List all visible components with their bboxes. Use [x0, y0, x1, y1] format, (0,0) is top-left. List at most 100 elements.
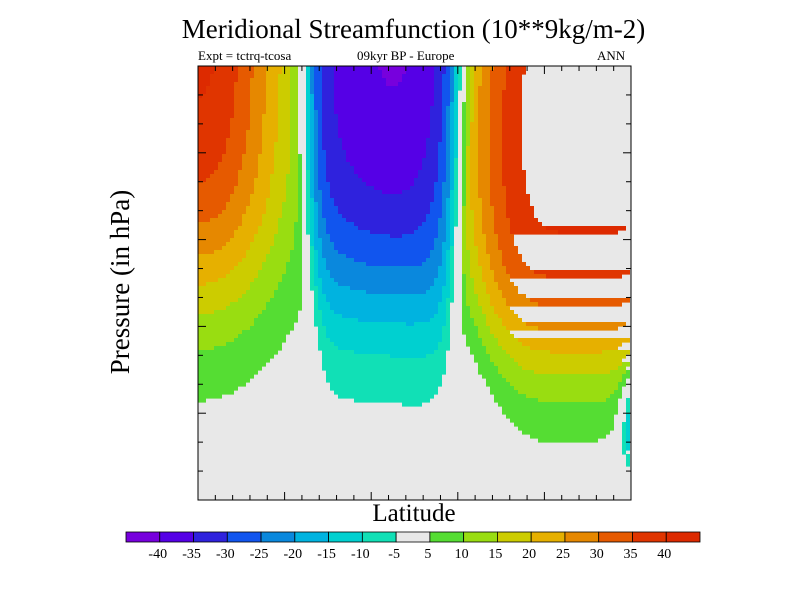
contour-cell: [266, 82, 278, 87]
colorbar-tick-label: 40: [657, 547, 671, 562]
contour-cell: [198, 206, 226, 211]
contour-cell: [450, 74, 454, 79]
contour-cell: [430, 286, 442, 291]
contour-cell: [490, 74, 506, 79]
contour-cell: [262, 214, 282, 219]
contour-cell: [446, 162, 450, 167]
contour-cell: [466, 286, 474, 291]
contour-cell: [470, 162, 478, 167]
contour-cell: [402, 78, 434, 83]
contour-cell: [198, 254, 246, 259]
contour-cell: [278, 118, 290, 123]
contour-cell: [446, 142, 450, 147]
contour-cell: [498, 402, 618, 407]
contour-cell: [434, 94, 442, 99]
contour-cell: [434, 194, 442, 199]
contour-cell: [298, 214, 302, 219]
contour-cell: [254, 190, 270, 195]
contour-cell: [506, 298, 530, 303]
contour-cell: [386, 82, 398, 87]
contour-cell: [262, 138, 278, 143]
contour-cell: [306, 170, 310, 175]
contour-cell: [214, 346, 282, 351]
contour-cell: [342, 314, 434, 319]
contour-cell: [446, 170, 450, 175]
contour-cell: [526, 394, 610, 399]
contour-cell: [454, 86, 458, 91]
contour-cell: [478, 302, 490, 307]
contour-cell: [626, 430, 630, 435]
contour-cell: [462, 218, 466, 223]
contour-cell: [342, 146, 426, 151]
contour-cell: [290, 158, 298, 163]
contour-cell: [290, 122, 298, 127]
contour-cell: [314, 118, 318, 123]
contour-cell: [482, 274, 494, 279]
contour-cell: [254, 182, 270, 187]
contour-cell: [434, 278, 446, 283]
contour-cell: [366, 262, 422, 267]
contour-cell: [250, 98, 266, 103]
contour-cell: [230, 302, 266, 307]
contour-cell: [490, 134, 502, 139]
contour-cell: [318, 330, 326, 335]
contour-cell: [482, 226, 494, 231]
contour-cell: [198, 158, 222, 163]
contour-cell: [198, 306, 226, 311]
contour-cell: [266, 70, 282, 75]
contour-cell: [514, 386, 618, 391]
contour-cell: [490, 126, 502, 131]
contour-cell: [438, 142, 446, 147]
contour-cell: [610, 370, 626, 375]
contour-cell: [310, 226, 314, 231]
contour-cell: [446, 110, 450, 115]
contour-cell: [470, 182, 478, 187]
contour-cell: [230, 126, 250, 131]
contour-cell: [466, 190, 470, 195]
contour-cell: [314, 182, 318, 187]
contour-cell: [474, 226, 482, 231]
contour-cell: [482, 210, 494, 215]
contour-cell: [462, 230, 466, 235]
contour-cell: [362, 178, 414, 183]
contour-cell: [326, 326, 442, 331]
contour-cell: [334, 82, 386, 87]
contour-cell: [470, 190, 478, 195]
contour-cell: [390, 354, 426, 359]
contour-cell: [462, 282, 466, 287]
contour-cell: [270, 182, 286, 187]
contour-cell: [450, 218, 454, 223]
contour-cell: [502, 174, 526, 179]
contour-cell: [198, 326, 250, 331]
contour-cell: [466, 134, 470, 139]
contour-cell: [622, 442, 626, 447]
contour-cell: [254, 234, 274, 239]
contour-cell: [434, 198, 442, 203]
contour-cell: [498, 338, 518, 343]
contour-cell: [314, 78, 322, 83]
contour-cell: [506, 210, 534, 215]
contour-cell: [626, 402, 630, 407]
contour-cell: [206, 90, 234, 95]
contour-cell: [306, 226, 310, 231]
plot-frame: [197, 65, 632, 501]
contour-cell: [198, 362, 266, 367]
contour-cell: [258, 166, 274, 171]
contour-cell: [482, 310, 494, 315]
contour-cell: [218, 214, 242, 219]
contour-cell: [450, 246, 454, 251]
contour-cell: [442, 250, 446, 255]
contour-cell: [298, 202, 302, 207]
contour-cell: [446, 214, 450, 219]
contour-cell: [318, 162, 326, 167]
contour-cell: [306, 174, 310, 179]
contour-cell: [494, 278, 510, 283]
colorbar-tick-label: -20: [283, 547, 302, 562]
contour-cell: [310, 194, 314, 199]
colorbar-box: [294, 531, 329, 543]
contour-cell: [322, 250, 338, 255]
contour-cell: [454, 122, 458, 127]
contour-cell: [466, 82, 470, 87]
contour-cell: [478, 262, 490, 267]
contour-cell: [466, 342, 482, 347]
